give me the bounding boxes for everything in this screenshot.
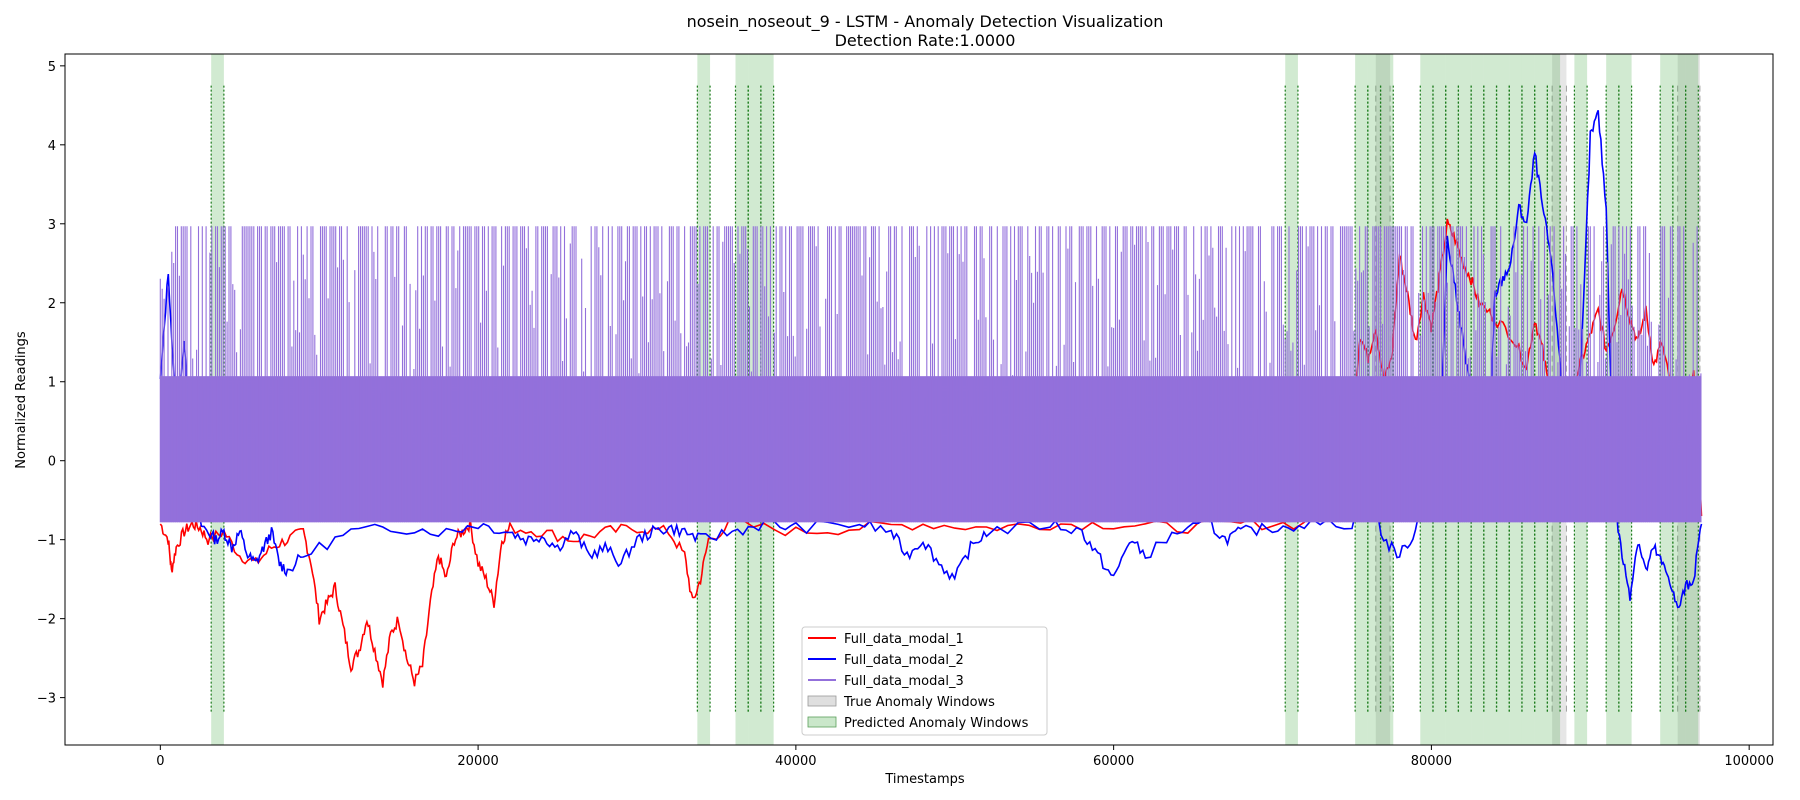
y-tick-label-3: 0 [48, 455, 56, 470]
legend-label-2: Full_data_modal_3 [844, 674, 964, 689]
legend-label-1: Full_data_modal_2 [844, 653, 964, 668]
y-tick-label-1: −2 [37, 613, 56, 628]
y-tick-label-2: −1 [37, 534, 56, 549]
legend-label-0: Full_data_modal_1 [844, 632, 964, 647]
y-axis-label: Normalized Readings [14, 331, 29, 469]
legend-swatch-3 [807, 695, 837, 707]
series-band-modal-3 [159, 226, 1702, 523]
y-tick-label-5: 2 [48, 297, 56, 312]
x-tick-label-5: 100000 [1724, 754, 1774, 769]
y-tick-label-8: 5 [48, 60, 56, 75]
legend-box [801, 626, 1048, 736]
chart-subtitle: Detection Rate:1.0000 [835, 31, 1016, 50]
legend: Full_data_modal_1 Full_data_modal_2 Full_d… [801, 626, 1048, 736]
plot-frame [64, 53, 1774, 746]
y-tick-label-6: 3 [48, 218, 56, 233]
legend-swatch-4 [807, 716, 837, 728]
x-tick-label-2: 40000 [775, 754, 816, 769]
chart-title: nosein_noseout_9 - LSTM - Anomaly Detect… [687, 12, 1164, 32]
x-tick-label-0: 0 [156, 754, 164, 769]
legend-label-3: True Anomaly Windows [843, 695, 995, 710]
x-axis-label: Timestamps [884, 772, 965, 787]
series-layer [159, 109, 1703, 688]
legend-label-4: Predicted Anomaly Windows [844, 716, 1029, 731]
y-tick-label-4: 1 [48, 376, 56, 391]
series-lines-modal-3 [159, 226, 1702, 523]
x-tick-label-3: 60000 [1093, 754, 1134, 769]
y-tick-label-7: 4 [48, 139, 56, 154]
axes-layer: 0 20000 40000 60000 80000 100000 −3 −2 −1 0 1 2 3 4 5 [37, 53, 1774, 769]
y-tick-label-0: −3 [37, 692, 56, 707]
x-tick-label-1: 20000 [457, 754, 498, 769]
x-tick-label-4: 80000 [1411, 754, 1452, 769]
